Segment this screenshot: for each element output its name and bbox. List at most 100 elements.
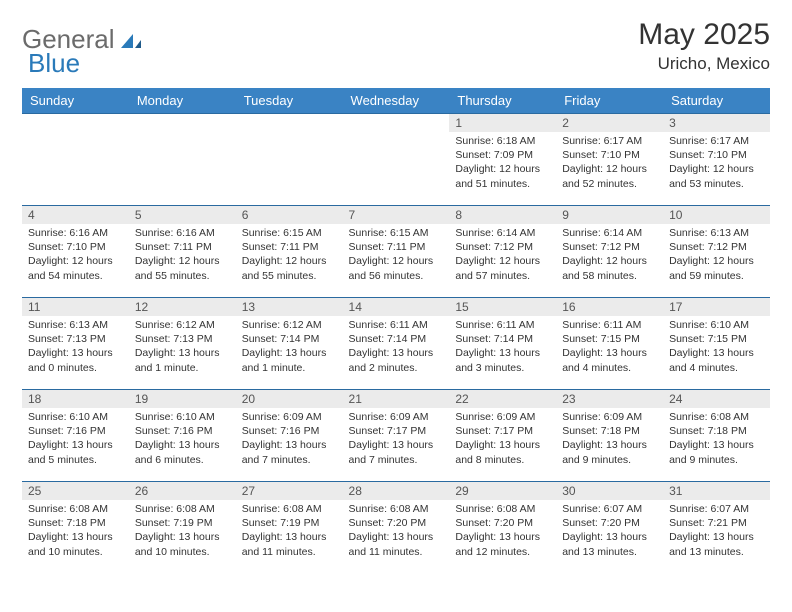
weekday-header-row: Sunday Monday Tuesday Wednesday Thursday…	[22, 88, 770, 114]
day-number: 29	[449, 482, 556, 500]
day-info: Sunrise: 6:17 AMSunset: 7:10 PMDaylight:…	[556, 132, 663, 195]
day-number: 16	[556, 298, 663, 316]
day-info: Sunrise: 6:15 AMSunset: 7:11 PMDaylight:…	[343, 224, 450, 287]
calendar-cell: 8Sunrise: 6:14 AMSunset: 7:12 PMDaylight…	[449, 206, 556, 298]
day-number: 27	[236, 482, 343, 500]
calendar-cell: 27Sunrise: 6:08 AMSunset: 7:19 PMDayligh…	[236, 482, 343, 574]
calendar-cell: 2Sunrise: 6:17 AMSunset: 7:10 PMDaylight…	[556, 114, 663, 206]
day-number: 24	[663, 390, 770, 408]
day-number: 17	[663, 298, 770, 316]
calendar-cell: 20Sunrise: 6:09 AMSunset: 7:16 PMDayligh…	[236, 390, 343, 482]
day-info: Sunrise: 6:09 AMSunset: 7:16 PMDaylight:…	[236, 408, 343, 471]
calendar-cell: 1Sunrise: 6:18 AMSunset: 7:09 PMDaylight…	[449, 114, 556, 206]
calendar-cell: 14Sunrise: 6:11 AMSunset: 7:14 PMDayligh…	[343, 298, 450, 390]
calendar-cell: 13Sunrise: 6:12 AMSunset: 7:14 PMDayligh…	[236, 298, 343, 390]
day-number: 10	[663, 206, 770, 224]
weekday-header: Sunday	[22, 88, 129, 114]
weekday-header: Monday	[129, 88, 236, 114]
calendar-cell: 26Sunrise: 6:08 AMSunset: 7:19 PMDayligh…	[129, 482, 236, 574]
day-info: Sunrise: 6:18 AMSunset: 7:09 PMDaylight:…	[449, 132, 556, 195]
day-info: Sunrise: 6:08 AMSunset: 7:18 PMDaylight:…	[22, 500, 129, 563]
brand-sail-icon	[119, 32, 143, 50]
location-label: Uricho, Mexico	[638, 54, 770, 74]
day-info: Sunrise: 6:10 AMSunset: 7:16 PMDaylight:…	[22, 408, 129, 471]
calendar-cell: 3Sunrise: 6:17 AMSunset: 7:10 PMDaylight…	[663, 114, 770, 206]
calendar-cell	[22, 114, 129, 206]
day-number: 28	[343, 482, 450, 500]
day-info: Sunrise: 6:11 AMSunset: 7:14 PMDaylight:…	[343, 316, 450, 379]
calendar-cell: 28Sunrise: 6:08 AMSunset: 7:20 PMDayligh…	[343, 482, 450, 574]
day-info: Sunrise: 6:14 AMSunset: 7:12 PMDaylight:…	[449, 224, 556, 287]
calendar-cell: 23Sunrise: 6:09 AMSunset: 7:18 PMDayligh…	[556, 390, 663, 482]
day-info: Sunrise: 6:08 AMSunset: 7:20 PMDaylight:…	[449, 500, 556, 563]
day-number: 23	[556, 390, 663, 408]
calendar-row: 11Sunrise: 6:13 AMSunset: 7:13 PMDayligh…	[22, 298, 770, 390]
day-info: Sunrise: 6:13 AMSunset: 7:13 PMDaylight:…	[22, 316, 129, 379]
day-info: Sunrise: 6:08 AMSunset: 7:19 PMDaylight:…	[129, 500, 236, 563]
day-number: 21	[343, 390, 450, 408]
calendar-cell: 18Sunrise: 6:10 AMSunset: 7:16 PMDayligh…	[22, 390, 129, 482]
weekday-header: Tuesday	[236, 88, 343, 114]
day-number: 1	[449, 114, 556, 132]
weekday-header: Wednesday	[343, 88, 450, 114]
day-number: 5	[129, 206, 236, 224]
day-info: Sunrise: 6:08 AMSunset: 7:20 PMDaylight:…	[343, 500, 450, 563]
calendar-cell: 4Sunrise: 6:16 AMSunset: 7:10 PMDaylight…	[22, 206, 129, 298]
day-number: 8	[449, 206, 556, 224]
day-number: 31	[663, 482, 770, 500]
calendar-cell: 12Sunrise: 6:12 AMSunset: 7:13 PMDayligh…	[129, 298, 236, 390]
day-info: Sunrise: 6:08 AMSunset: 7:19 PMDaylight:…	[236, 500, 343, 563]
day-number: 13	[236, 298, 343, 316]
day-info: Sunrise: 6:11 AMSunset: 7:14 PMDaylight:…	[449, 316, 556, 379]
day-number: 30	[556, 482, 663, 500]
calendar-cell: 15Sunrise: 6:11 AMSunset: 7:14 PMDayligh…	[449, 298, 556, 390]
day-number: 26	[129, 482, 236, 500]
brand-part2: Blue	[28, 48, 80, 79]
calendar-cell: 19Sunrise: 6:10 AMSunset: 7:16 PMDayligh…	[129, 390, 236, 482]
day-info: Sunrise: 6:07 AMSunset: 7:21 PMDaylight:…	[663, 500, 770, 563]
calendar-cell: 7Sunrise: 6:15 AMSunset: 7:11 PMDaylight…	[343, 206, 450, 298]
day-info: Sunrise: 6:09 AMSunset: 7:18 PMDaylight:…	[556, 408, 663, 471]
calendar-cell: 17Sunrise: 6:10 AMSunset: 7:15 PMDayligh…	[663, 298, 770, 390]
day-info: Sunrise: 6:12 AMSunset: 7:14 PMDaylight:…	[236, 316, 343, 379]
day-number: 25	[22, 482, 129, 500]
title-block: May 2025 Uricho, Mexico	[638, 18, 770, 74]
day-info: Sunrise: 6:11 AMSunset: 7:15 PMDaylight:…	[556, 316, 663, 379]
calendar-row: 1Sunrise: 6:18 AMSunset: 7:09 PMDaylight…	[22, 114, 770, 206]
day-number: 2	[556, 114, 663, 132]
day-info: Sunrise: 6:12 AMSunset: 7:13 PMDaylight:…	[129, 316, 236, 379]
calendar-row: 25Sunrise: 6:08 AMSunset: 7:18 PMDayligh…	[22, 482, 770, 574]
day-number: 15	[449, 298, 556, 316]
calendar-cell	[129, 114, 236, 206]
calendar-cell: 29Sunrise: 6:08 AMSunset: 7:20 PMDayligh…	[449, 482, 556, 574]
weekday-header: Thursday	[449, 88, 556, 114]
calendar-cell: 24Sunrise: 6:08 AMSunset: 7:18 PMDayligh…	[663, 390, 770, 482]
calendar-cell: 11Sunrise: 6:13 AMSunset: 7:13 PMDayligh…	[22, 298, 129, 390]
calendar-cell: 9Sunrise: 6:14 AMSunset: 7:12 PMDaylight…	[556, 206, 663, 298]
day-info: Sunrise: 6:07 AMSunset: 7:20 PMDaylight:…	[556, 500, 663, 563]
calendar-cell	[236, 114, 343, 206]
calendar-table: Sunday Monday Tuesday Wednesday Thursday…	[22, 88, 770, 574]
day-number: 4	[22, 206, 129, 224]
day-number: 11	[22, 298, 129, 316]
day-info: Sunrise: 6:15 AMSunset: 7:11 PMDaylight:…	[236, 224, 343, 287]
day-number: 9	[556, 206, 663, 224]
calendar-row: 18Sunrise: 6:10 AMSunset: 7:16 PMDayligh…	[22, 390, 770, 482]
calendar-cell: 16Sunrise: 6:11 AMSunset: 7:15 PMDayligh…	[556, 298, 663, 390]
page-header: General May 2025 Uricho, Mexico	[22, 18, 770, 74]
day-number: 18	[22, 390, 129, 408]
calendar-cell: 5Sunrise: 6:16 AMSunset: 7:11 PMDaylight…	[129, 206, 236, 298]
calendar-cell: 25Sunrise: 6:08 AMSunset: 7:18 PMDayligh…	[22, 482, 129, 574]
weekday-header: Friday	[556, 88, 663, 114]
calendar-row: 4Sunrise: 6:16 AMSunset: 7:10 PMDaylight…	[22, 206, 770, 298]
day-number: 6	[236, 206, 343, 224]
calendar-cell: 22Sunrise: 6:09 AMSunset: 7:17 PMDayligh…	[449, 390, 556, 482]
calendar-cell	[343, 114, 450, 206]
month-title: May 2025	[638, 18, 770, 52]
weekday-header: Saturday	[663, 88, 770, 114]
calendar-cell: 31Sunrise: 6:07 AMSunset: 7:21 PMDayligh…	[663, 482, 770, 574]
day-info: Sunrise: 6:08 AMSunset: 7:18 PMDaylight:…	[663, 408, 770, 471]
day-info: Sunrise: 6:09 AMSunset: 7:17 PMDaylight:…	[449, 408, 556, 471]
day-number: 12	[129, 298, 236, 316]
day-info: Sunrise: 6:10 AMSunset: 7:16 PMDaylight:…	[129, 408, 236, 471]
